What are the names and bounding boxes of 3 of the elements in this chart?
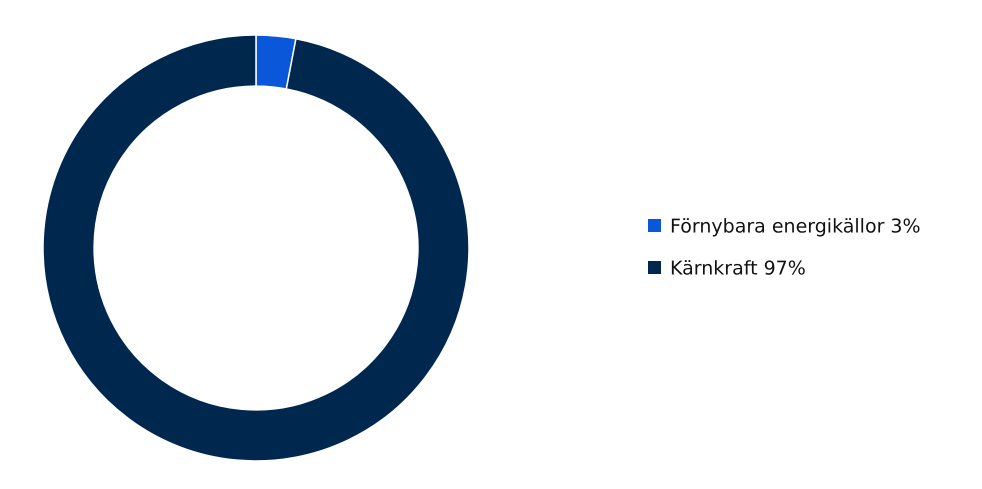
legend-label: Kärnkraft 97% [670,258,806,280]
donut-slice [42,34,470,462]
legend-label: Förnybara energikällor 3% [670,216,921,238]
